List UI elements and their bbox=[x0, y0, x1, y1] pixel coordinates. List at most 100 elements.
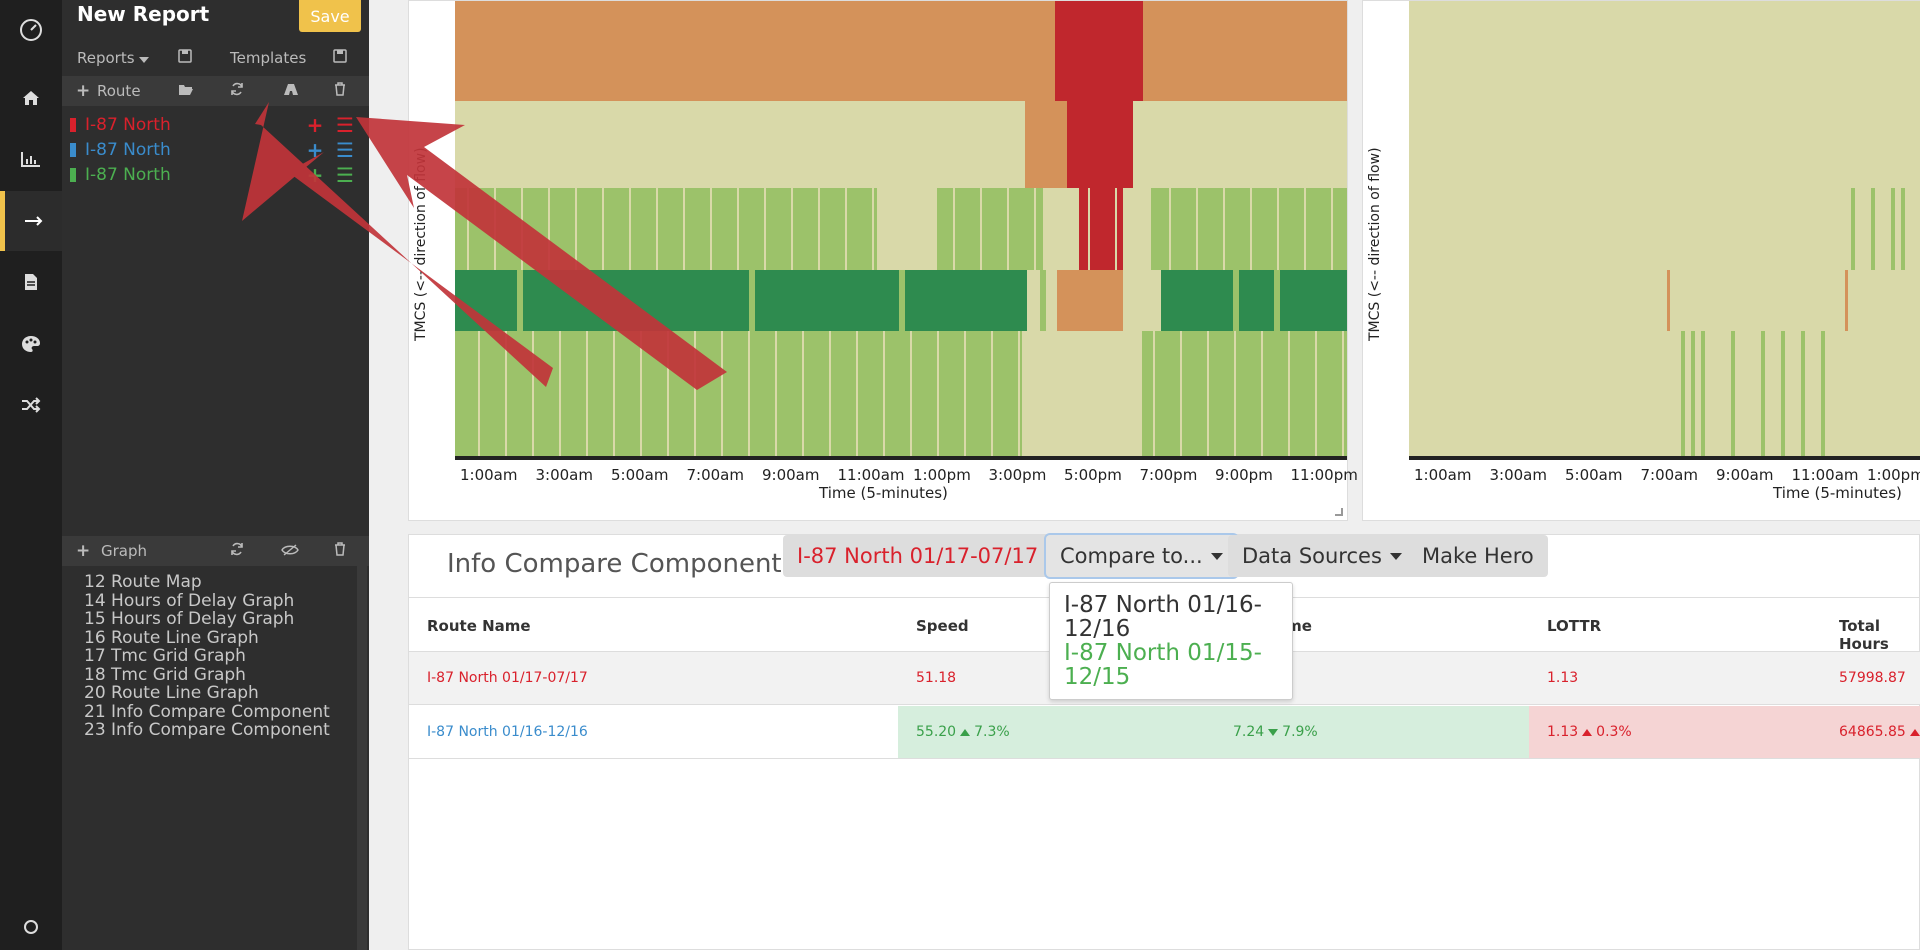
heatmap-streak bbox=[953, 188, 955, 270]
menu-icon[interactable]: ☰ bbox=[336, 138, 354, 162]
heatmap-cell bbox=[1067, 101, 1133, 188]
heatmap-streak bbox=[1250, 188, 1252, 270]
refresh-icon[interactable] bbox=[230, 82, 244, 100]
menu-icon[interactable]: ☰ bbox=[336, 163, 354, 187]
compare-option[interactable]: I-87 North 01/16-12/16 bbox=[1064, 592, 1262, 642]
graph-list-scrollbar[interactable] bbox=[357, 565, 367, 950]
up-arrow-icon bbox=[1582, 728, 1593, 736]
heatmap-row bbox=[1409, 1, 1920, 101]
heatmap-cell bbox=[1025, 101, 1067, 188]
column-speed[interactable]: Speed bbox=[916, 617, 969, 635]
up-arrow-icon bbox=[960, 728, 971, 736]
add-route-item-icon[interactable]: + bbox=[306, 163, 324, 187]
add-route-item-icon[interactable]: + bbox=[306, 138, 324, 162]
compare-option[interactable]: I-87 North 01/15-12/15 bbox=[1064, 640, 1262, 690]
graph-list-item[interactable]: 15 Hours of Delay Graph bbox=[84, 609, 295, 629]
graph-toolbar: + Graph bbox=[62, 536, 369, 566]
heatmap-streak bbox=[1261, 331, 1263, 458]
graph-label: Graph bbox=[101, 542, 148, 560]
heatmap-streak bbox=[748, 331, 750, 458]
shuffle-icon[interactable] bbox=[0, 375, 62, 435]
route-select-dropdown[interactable]: I-87 North 01/17-07/17 bbox=[783, 535, 1073, 577]
bar-chart-icon[interactable] bbox=[0, 129, 62, 189]
home-icon[interactable] bbox=[0, 68, 62, 128]
reports-label: Reports bbox=[77, 49, 135, 67]
route-item-label: I-87 North bbox=[85, 115, 171, 135]
lottr-value: 1.13 bbox=[1547, 724, 1579, 740]
circle-notch-icon[interactable] bbox=[0, 907, 62, 947]
dashboard-logo-icon[interactable] bbox=[0, 0, 62, 60]
save-report-icon[interactable] bbox=[178, 49, 192, 67]
speed-cell: 51.18 bbox=[916, 670, 957, 686]
heatmap-cell bbox=[1123, 270, 1161, 331]
heatmap-streak bbox=[1781, 331, 1785, 458]
trash-icon[interactable] bbox=[334, 82, 346, 100]
column-lottr[interactable]: LOTTR bbox=[1547, 617, 1602, 635]
tmc-grid-graph-right: TMCS (<-- direction of flow) 1:00am 3:00a… bbox=[1362, 0, 1920, 521]
palette-icon[interactable] bbox=[0, 314, 62, 374]
graph-list-item[interactable]: 21 Info Compare Component bbox=[84, 701, 330, 722]
x-tick-label: 9:00am bbox=[1716, 466, 1774, 484]
save-template-icon[interactable] bbox=[333, 49, 347, 67]
route-item-1[interactable]: I-87 North + ☰ bbox=[70, 113, 360, 137]
graph-list-item[interactable]: 23 Info Compare Component bbox=[84, 720, 330, 740]
reports-toolbar: Reports Templates bbox=[62, 43, 369, 73]
heatmap-streak bbox=[964, 331, 966, 458]
data-sources-dropdown[interactable]: Data Sources bbox=[1228, 535, 1416, 577]
caret-down-icon bbox=[1210, 552, 1223, 560]
heatmap-streak bbox=[1851, 188, 1855, 270]
graph-list: 12 Route Map 14 Hours of Delay Graph 15 … bbox=[84, 573, 344, 740]
heatmap-streak bbox=[1223, 188, 1225, 270]
graph-list-item[interactable]: 16 Route Line Graph bbox=[84, 627, 259, 648]
compare-to-dropdown[interactable]: Compare to... bbox=[1046, 535, 1237, 577]
make-hero-button[interactable]: Make Hero bbox=[1408, 535, 1548, 577]
x-tick-label: 1:00pm bbox=[1867, 466, 1920, 484]
x-tick-label: 11:00pm bbox=[1290, 466, 1358, 484]
reports-dropdown[interactable]: Reports bbox=[77, 49, 149, 67]
add-graph-icon[interactable]: + bbox=[76, 541, 91, 561]
templates-label[interactable]: Templates bbox=[230, 49, 307, 67]
document-icon[interactable] bbox=[0, 252, 62, 312]
graph-list-item[interactable]: 20 Route Line Graph bbox=[84, 683, 259, 703]
heatmap-streak bbox=[505, 331, 507, 458]
heatmap-cell bbox=[1057, 270, 1123, 331]
save-button[interactable]: Save bbox=[299, 0, 361, 32]
heatmap-streak bbox=[1681, 331, 1685, 458]
add-route-icon[interactable]: + bbox=[76, 81, 91, 101]
heatmap-streak bbox=[1821, 331, 1825, 458]
column-total-hours[interactable]: Total Hours bbox=[1839, 617, 1889, 653]
heatmap-streak bbox=[494, 188, 496, 270]
route-arrow-icon[interactable] bbox=[0, 191, 62, 251]
refresh-graph-icon[interactable] bbox=[230, 542, 244, 560]
resize-handle[interactable] bbox=[1335, 508, 1343, 516]
add-route-item-icon[interactable]: + bbox=[306, 113, 324, 137]
tmc-heatmap-left[interactable] bbox=[447, 1, 1347, 463]
eye-slash-icon[interactable] bbox=[281, 542, 299, 560]
trash-graph-icon[interactable] bbox=[334, 542, 346, 560]
heatmap-streak bbox=[1891, 188, 1895, 270]
heatmap-streak bbox=[1088, 188, 1090, 270]
heatmap-streak bbox=[478, 331, 480, 458]
folder-open-icon[interactable] bbox=[178, 82, 194, 100]
heatmap-streak bbox=[1233, 270, 1239, 331]
heatmap-streak bbox=[1801, 331, 1805, 458]
heatmap-streak bbox=[991, 331, 993, 458]
heatmap-streak bbox=[1169, 188, 1171, 270]
column-route-name[interactable]: Route Name bbox=[427, 617, 531, 635]
travel-time-cell: 7.24 7.9% bbox=[1215, 706, 1529, 758]
heatmap-streak bbox=[532, 331, 534, 458]
graph-list-item[interactable]: 18 Tmc Grid Graph bbox=[84, 664, 246, 685]
menu-icon[interactable]: ☰ bbox=[336, 113, 354, 137]
graph-list-item[interactable]: 14 Hours of Delay Graph bbox=[84, 590, 295, 611]
time-value: 7.24 bbox=[1233, 724, 1265, 740]
road-icon[interactable] bbox=[283, 82, 299, 100]
route-item-3[interactable]: I-87 North + ☰ bbox=[70, 163, 360, 187]
tmc-heatmap-right[interactable] bbox=[1401, 1, 1920, 463]
x-tick-label: 7:00am bbox=[1640, 466, 1699, 484]
route-name-cell: I-87 North 01/17-07/17 bbox=[427, 670, 588, 686]
heatmap-streak bbox=[1099, 331, 1101, 458]
heatmap-streak bbox=[872, 188, 874, 270]
graph-list-item[interactable]: 17 Tmc Grid Graph bbox=[84, 646, 246, 666]
graph-list-item[interactable]: 12 Route Map bbox=[84, 572, 202, 592]
route-item-2[interactable]: I-87 North + ☰ bbox=[70, 138, 360, 162]
